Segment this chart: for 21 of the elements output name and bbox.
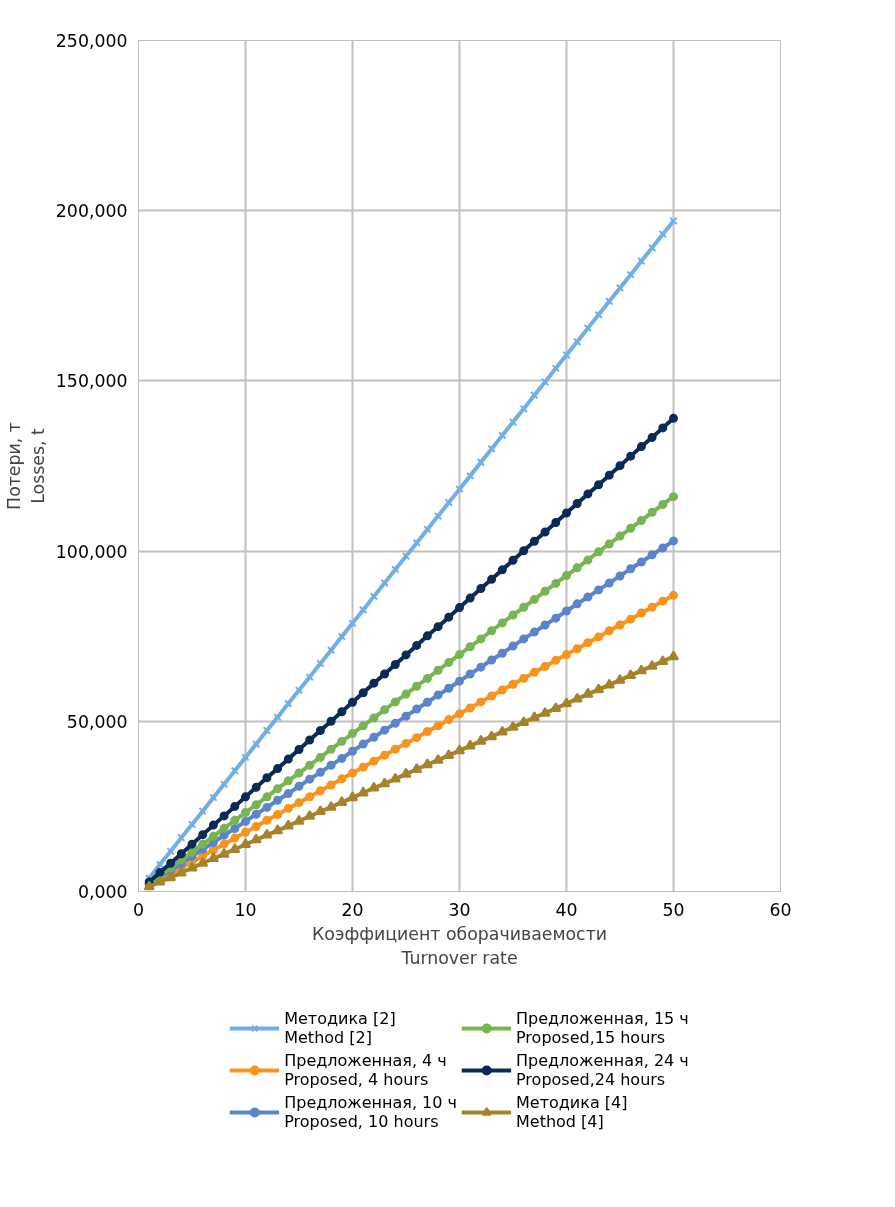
y-tick-label: 50,000 <box>66 711 128 732</box>
y-tick-label: 100,000 <box>55 541 128 562</box>
y-tick-label: 200,000 <box>55 201 128 222</box>
x-tick-label: 0 <box>132 899 145 920</box>
legend-label: Предложенная, 10 ч Proposed, 10 hours <box>284 1093 457 1131</box>
legend-label: Методика [2] Method [2] <box>284 1009 396 1047</box>
y-tick-label: 0,000 <box>77 882 128 902</box>
x-tick-label: 10 <box>234 899 257 920</box>
legend-label: Методика [4] Method [4] <box>516 1093 628 1131</box>
x-tick-label: 20 <box>341 899 364 920</box>
x-tick-label: 60 <box>769 899 792 920</box>
x-tick-label: 30 <box>448 899 471 920</box>
y-tick-label: 250,000 <box>55 31 128 51</box>
y-tick-label: 150,000 <box>55 371 128 392</box>
x-tick-label: 50 <box>662 899 685 920</box>
legend-label: Предложенная, 4 ч Proposed, 4 hours <box>284 1051 447 1089</box>
y-axis-title: Потери, т Losses, t <box>3 422 48 510</box>
x-tick-label: 40 <box>555 899 578 920</box>
legend-label: Предложенная, 15 ч Proposed,15 hours <box>516 1009 689 1047</box>
legend-label: Предложенная, 24 ч Proposed,24 hours <box>516 1051 689 1089</box>
x-axis-title: Коэффициент оборачиваемости Turnover rate <box>312 923 608 968</box>
